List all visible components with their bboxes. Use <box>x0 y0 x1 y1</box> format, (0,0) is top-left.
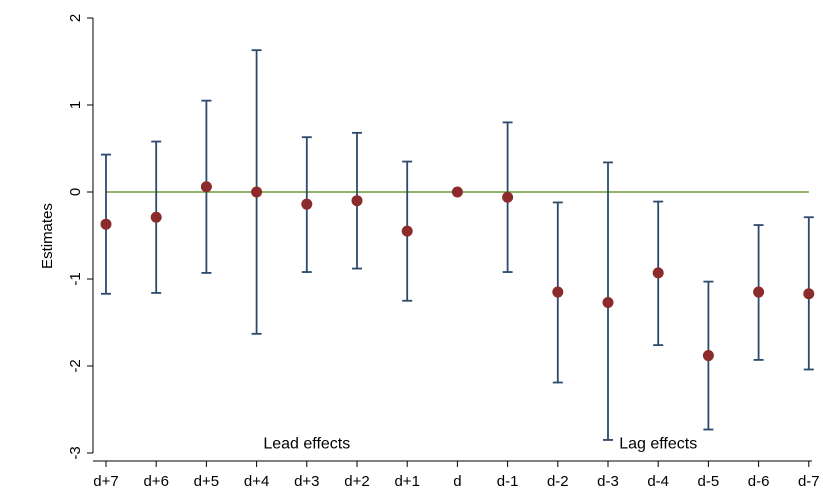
y-tick-label: -3 <box>67 446 84 459</box>
x-tick-label: d-6 <box>748 473 770 490</box>
x-tick-label: d+7 <box>93 473 118 490</box>
x-tick-label: d+6 <box>143 473 168 490</box>
annotations: Lead effects Lag effects <box>263 436 697 453</box>
error-bars <box>101 49 814 441</box>
y-tick-label: -1 <box>67 272 84 285</box>
x-tick-label: d+4 <box>244 473 269 490</box>
axes: -3 -2 -1 0 1 2 Estimates d+7 d+6 d+5 d+4 d+3 d+2 d+1 d… <box>39 14 820 490</box>
point <box>602 296 614 308</box>
x-tick-label: d-7 <box>798 473 820 490</box>
point <box>702 350 714 362</box>
x-tick-label: d-1 <box>497 473 519 490</box>
x-tick-label: d-5 <box>698 473 720 490</box>
x-tick-label: d <box>453 473 461 490</box>
x-tick-label: d-2 <box>547 473 569 490</box>
point <box>451 186 463 198</box>
y-tick-label: 0 <box>67 188 84 196</box>
x-tick-label: d+2 <box>344 473 369 490</box>
x-tick-label: d+3 <box>294 473 319 490</box>
x-tick-label: d-4 <box>647 473 669 490</box>
x-tick-label: d+1 <box>394 473 419 490</box>
point <box>753 286 765 298</box>
y-tick-label: -2 <box>67 359 84 372</box>
point <box>200 181 212 193</box>
point <box>150 211 162 223</box>
point <box>652 267 664 279</box>
point <box>301 198 313 210</box>
point <box>803 288 815 300</box>
point <box>100 218 112 230</box>
x-tick-label: d-3 <box>597 473 619 490</box>
point <box>351 195 363 207</box>
annotation-label: Lead effects <box>263 436 350 453</box>
x-tick-label: d+5 <box>194 473 219 490</box>
y-axis-label: Estimates <box>39 203 56 269</box>
points <box>100 181 815 362</box>
point <box>502 191 514 203</box>
y-tick-label: 1 <box>67 101 84 109</box>
point <box>401 225 413 237</box>
annotation-label: Lag effects <box>619 436 697 453</box>
y-tick-label: 2 <box>67 14 84 22</box>
point <box>251 186 263 198</box>
point <box>552 286 564 298</box>
